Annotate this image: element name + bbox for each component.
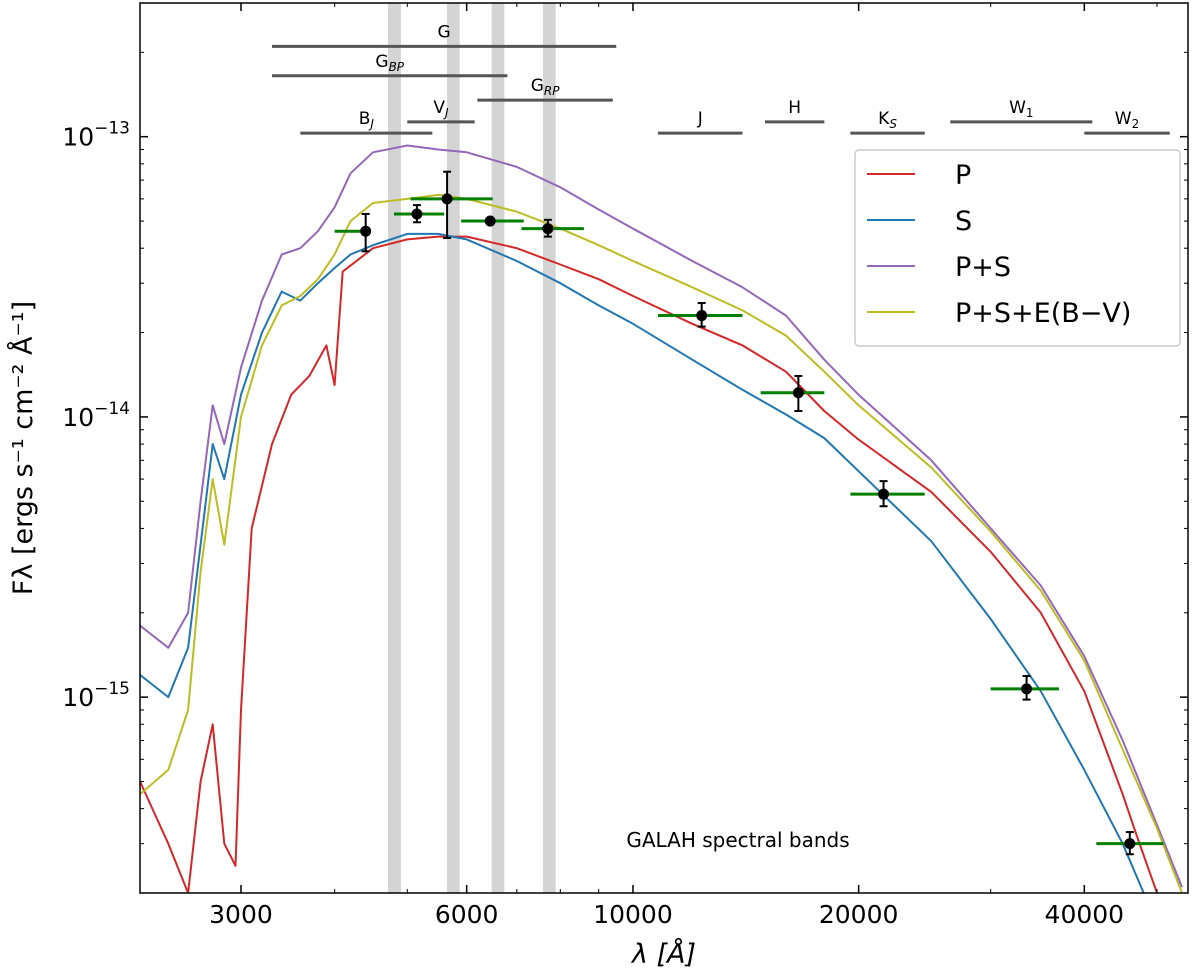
galah-band-4 [542, 3, 556, 893]
x-tick-label-3: 10000 [593, 900, 673, 929]
x-tick-label-2: 6000 [435, 900, 499, 929]
plot-frame [139, 2, 1189, 894]
legend-label-3: P+S [955, 252, 1011, 283]
photometry-point-5 [542, 223, 554, 235]
photometry-point-8 [878, 488, 890, 500]
galah-annotation: GALAH spectral bands [626, 828, 849, 852]
filter-label-6: J [697, 109, 703, 129]
photometry-point-3 [441, 193, 453, 205]
legend: PS P+S P+S+E(B−V) [854, 149, 1181, 347]
photometry-point-4 [484, 215, 496, 227]
x-tick-label-1: 3000 [209, 900, 273, 929]
photometry-point-9 [1021, 683, 1033, 695]
legend-frame [854, 149, 1181, 347]
y-axis-title: Fλ [ergs s⁻¹ cm⁻² Å⁻¹] [7, 301, 39, 595]
photometry-point-6 [696, 310, 708, 322]
x-tick-label-5: 40000 [1045, 900, 1125, 929]
filter-label-1: G [438, 22, 451, 42]
galah-band-1 [388, 3, 401, 893]
photometry-point-2 [411, 208, 423, 220]
legend-label-2: S [955, 206, 972, 237]
legend-label-1: P [955, 160, 971, 191]
photometry-layer [334, 170, 1164, 856]
galah-band-3 [491, 3, 505, 893]
photometry-point-1 [360, 225, 372, 237]
series-line-2 [140, 232, 1145, 893]
x-axis-title: λ [Å] [630, 938, 696, 970]
photometry-point-7 [792, 387, 804, 399]
photometry-point-10 [1124, 838, 1136, 850]
series-line-1 [140, 235, 1158, 893]
series-line-3 [140, 144, 1183, 888]
galah-band-2 [446, 3, 460, 893]
legend-label-4: P+S+E(B−V) [955, 298, 1131, 329]
x-tick-label-4: 20000 [819, 900, 899, 929]
filter-label-7: H [788, 98, 801, 118]
